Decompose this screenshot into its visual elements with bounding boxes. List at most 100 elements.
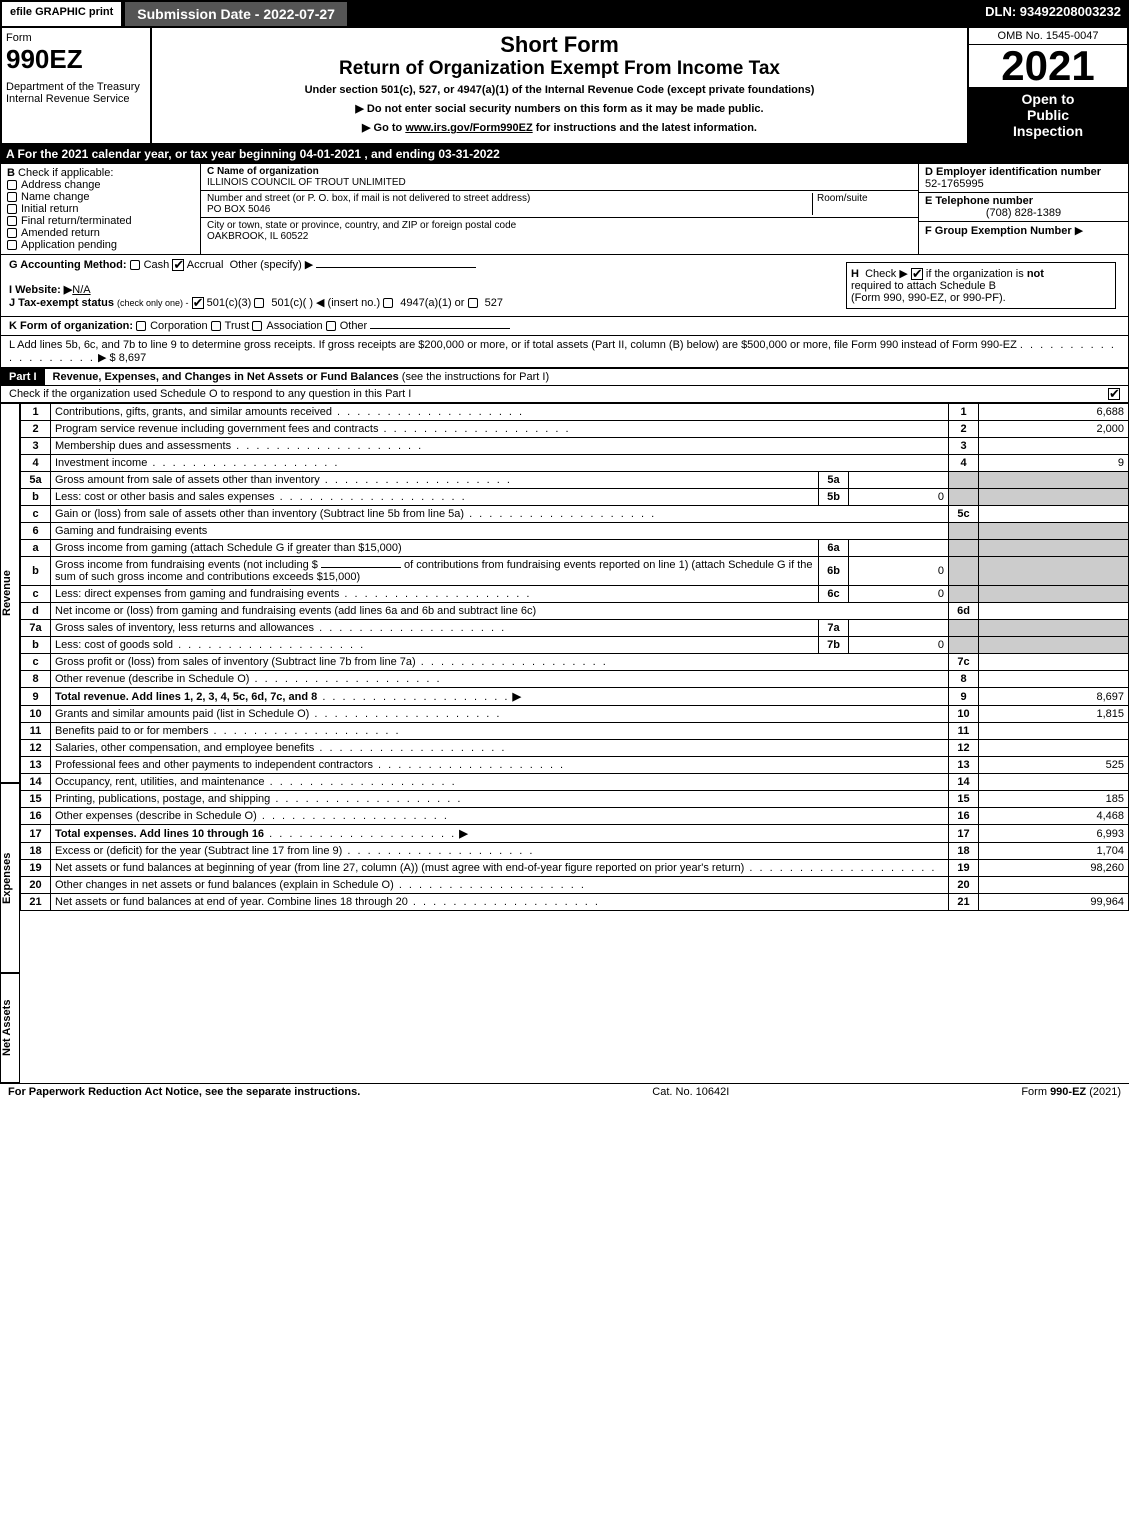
line-4: 4Investment income49	[21, 455, 1129, 472]
submission-date: Submission Date - 2022-07-27	[123, 0, 349, 28]
part1-check-text: Check if the organization used Schedule …	[9, 388, 411, 400]
line-15: 15Printing, publications, postage, and s…	[21, 791, 1129, 808]
checkbox-part1-scho[interactable]	[1108, 388, 1120, 400]
h-t2: if the organization is	[926, 268, 1024, 280]
footer-right: Form 990-EZ (2021)	[1021, 1086, 1121, 1098]
line-9: 9Total revenue. Add lines 1, 2, 3, 4, 5c…	[21, 688, 1129, 706]
room-label: Room/suite	[817, 193, 868, 204]
k-assoc: Association	[266, 320, 322, 332]
line-6: 6Gaming and fundraising events	[21, 523, 1129, 540]
footer-catno: Cat. No. 10642I	[652, 1086, 729, 1098]
checkbox-527[interactable]	[468, 298, 478, 308]
tax-year: 2021	[969, 45, 1127, 87]
b-opt-4: Amended return	[21, 227, 100, 239]
street-value: PO BOX 5046	[207, 204, 270, 215]
line-19: 19Net assets or fund balances at beginni…	[21, 860, 1129, 877]
c-name-label: C Name of organization	[207, 166, 319, 177]
part1-tag: Part I	[1, 369, 45, 385]
g-label: G Accounting Method:	[9, 259, 127, 271]
b-opt-1: Name change	[21, 191, 90, 203]
line-14: 14Occupancy, rent, utilities, and mainte…	[21, 774, 1129, 791]
h-t4: (Form 990, 990-EZ, or 990-PF).	[851, 292, 1006, 304]
checkbox-corp[interactable]	[136, 321, 146, 331]
line-6d: dNet income or (loss) from gaming and fu…	[21, 603, 1129, 620]
checkbox-application-pending[interactable]	[7, 240, 17, 250]
line-3: 3Membership dues and assessments3	[21, 438, 1129, 455]
row-a-tax-year: A For the 2021 calendar year, or tax yea…	[0, 145, 1129, 163]
part1-hint: (see the instructions for Part I)	[402, 371, 549, 383]
short-form-title: Short Form	[162, 32, 957, 58]
line-8: 8Other revenue (describe in Schedule O)8	[21, 671, 1129, 688]
form-header: Form 990EZ Department of the Treasury In…	[0, 28, 1129, 145]
line-10: 10Grants and similar amounts paid (list …	[21, 706, 1129, 723]
j-sub: (check only one) -	[117, 298, 189, 308]
j-527: 527	[485, 297, 503, 309]
part1-header: Part I Revenue, Expenses, and Changes in…	[0, 368, 1129, 386]
line-5b: bLess: cost or other basis and sales exp…	[21, 489, 1129, 506]
k-other: Other	[340, 320, 368, 332]
col-c: C Name of organizationILLINOIS COUNCIL O…	[201, 164, 918, 254]
vlabel-expenses: Expenses	[0, 783, 20, 973]
line-11: 11Benefits paid to or for members11	[21, 723, 1129, 740]
line-5c: cGain or (loss) from sale of assets othe…	[21, 506, 1129, 523]
checkbox-accrual[interactable]	[172, 259, 184, 271]
section-bcd: B Check if applicable: Address change Na…	[0, 163, 1129, 255]
line-17: 17Total expenses. Add lines 10 through 1…	[21, 825, 1129, 843]
g-cash: Cash	[144, 259, 170, 271]
checkbox-amended-return[interactable]	[7, 228, 17, 238]
goto-line: ▶ Go to www.irs.gov/Form990EZ for instru…	[162, 121, 957, 134]
return-title: Return of Organization Exempt From Incom…	[162, 58, 957, 80]
h-check: Check ▶	[865, 268, 908, 280]
checkbox-h[interactable]	[911, 268, 923, 280]
efile-print-button[interactable]: efile GRAPHIC print	[0, 0, 123, 28]
checkbox-initial-return[interactable]	[7, 204, 17, 214]
line-7b: bLess: cost of goods sold7b0	[21, 637, 1129, 654]
checkbox-final-return[interactable]	[7, 216, 17, 226]
b-title: B	[7, 167, 15, 179]
row-l: L Add lines 5b, 6c, and 7b to line 9 to …	[0, 336, 1129, 368]
j-501c: 501(c)( ) ◀ (insert no.)	[271, 297, 380, 309]
checkbox-4947[interactable]	[383, 298, 393, 308]
checkbox-address-change[interactable]	[7, 180, 17, 190]
lines-wrap: Revenue Expenses Net Assets 1Contributio…	[0, 403, 1129, 1083]
k-label: K Form of organization:	[9, 320, 133, 332]
line-18: 18Excess or (deficit) for the year (Subt…	[21, 843, 1129, 860]
website-value: N/A	[72, 284, 90, 296]
line-13: 13Professional fees and other payments t…	[21, 757, 1129, 774]
goto-post: for instructions and the latest informat…	[533, 122, 757, 134]
line-20: 20Other changes in net assets or fund ba…	[21, 877, 1129, 894]
h-t3: required to attach Schedule B	[851, 280, 996, 292]
l-arrow: ▶ $	[98, 352, 116, 364]
checkbox-501c[interactable]	[254, 298, 264, 308]
b-opt-3: Final return/terminated	[21, 215, 132, 227]
checkbox-other[interactable]	[326, 321, 336, 331]
line-16: 16Other expenses (describe in Schedule O…	[21, 808, 1129, 825]
i-label: I Website: ▶	[9, 284, 72, 296]
b-label: Check if applicable:	[18, 167, 113, 179]
line-2: 2Program service revenue including gover…	[21, 421, 1129, 438]
line-7a: 7aGross sales of inventory, less returns…	[21, 620, 1129, 637]
irs-link[interactable]: www.irs.gov/Form990EZ	[405, 122, 532, 134]
open-line1: Open to	[973, 91, 1123, 107]
ein-label: D Employer identification number	[925, 166, 1101, 178]
form-number: 990EZ	[6, 44, 146, 75]
page-footer: For Paperwork Reduction Act Notice, see …	[0, 1083, 1129, 1100]
line-6c: cLess: direct expenses from gaming and f…	[21, 586, 1129, 603]
tel-label: E Telephone number	[925, 195, 1033, 207]
form-word: Form	[6, 32, 146, 44]
city-label: City or town, state or province, country…	[207, 220, 516, 231]
checkbox-501c3[interactable]	[192, 297, 204, 309]
checkbox-assoc[interactable]	[252, 321, 262, 331]
line-5a: 5aGross amount from sale of assets other…	[21, 472, 1129, 489]
line-6a: aGross income from gaming (attach Schedu…	[21, 540, 1129, 557]
row-gh: G Accounting Method: Cash Accrual Other …	[0, 255, 1129, 317]
line-1: 1Contributions, gifts, grants, and simil…	[21, 404, 1129, 421]
checkbox-trust[interactable]	[211, 321, 221, 331]
l-text: L Add lines 5b, 6c, and 7b to line 9 to …	[9, 339, 1017, 351]
ssn-warning: ▶ Do not enter social security numbers o…	[162, 102, 957, 115]
goto-pre: ▶ Go to	[362, 122, 405, 134]
checkbox-cash[interactable]	[130, 260, 140, 270]
checkbox-name-change[interactable]	[7, 192, 17, 202]
open-line2: Public	[973, 107, 1123, 123]
j-label: J Tax-exempt status	[9, 297, 114, 309]
